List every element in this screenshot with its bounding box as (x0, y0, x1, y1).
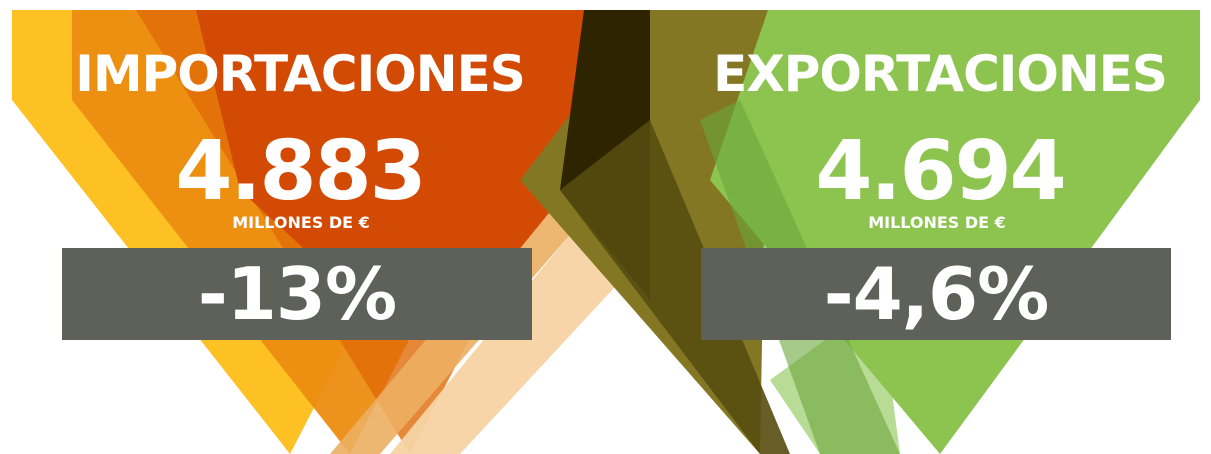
imports-change-value: -13% (197, 252, 397, 336)
exports-change-value: -4,6% (823, 252, 1050, 336)
imports-unit: MILLONES DE € (232, 213, 370, 232)
exports-title: EXPORTACIONES (713, 45, 1168, 103)
exports-unit: MILLONES DE € (868, 213, 1006, 232)
exports-value: 4.694 (815, 124, 1066, 219)
export-triangle-green-main (710, 10, 1200, 454)
imports-change-band: -13% (62, 248, 532, 340)
imports-value: 4.883 (175, 124, 426, 219)
exports-change-band: -4,6% (701, 248, 1171, 340)
import-triangle-main (196, 10, 584, 300)
export-triangle-darkband (560, 120, 790, 454)
imports-title: IMPORTACIONES (75, 45, 526, 103)
